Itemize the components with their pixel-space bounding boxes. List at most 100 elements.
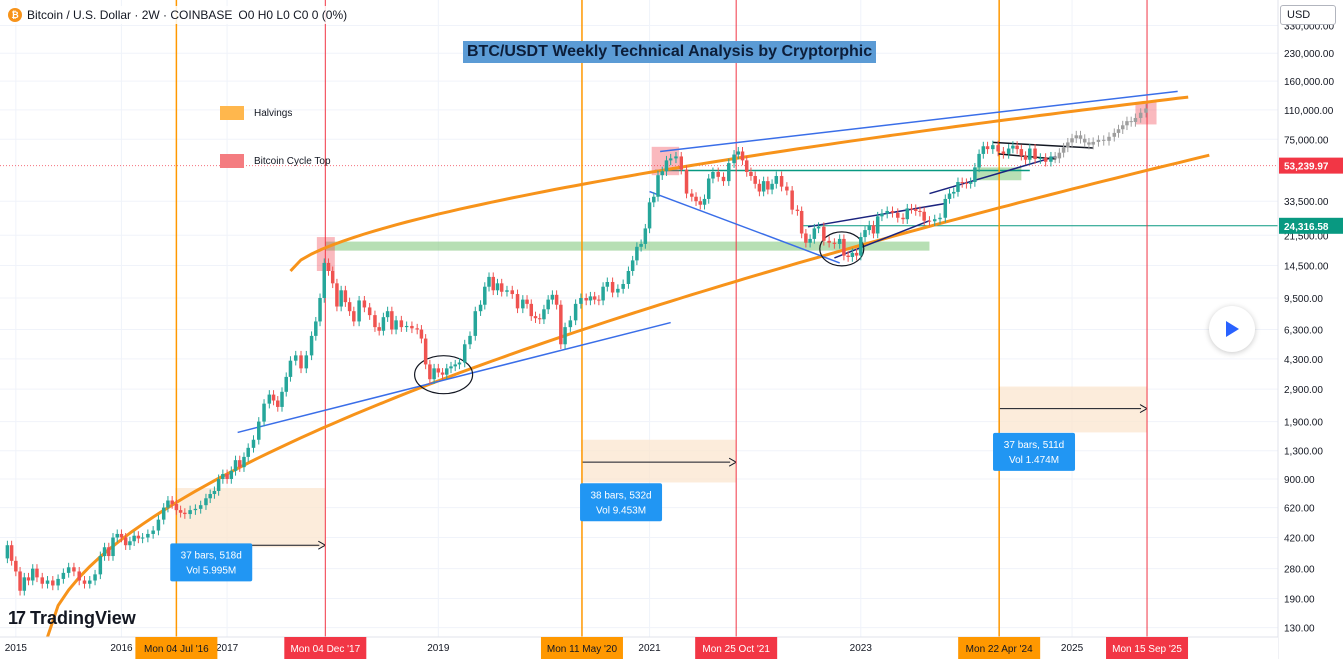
range-measure-box: [999, 386, 1148, 433]
candle: [909, 208, 914, 210]
symbol-title[interactable]: Bitcoin / U.S. Dollar · 2W · COINBASE: [27, 8, 233, 22]
candle: [656, 175, 660, 197]
candle: [601, 286, 605, 301]
candle: [5, 545, 10, 559]
play-button[interactable]: [1209, 306, 1255, 352]
candle: [102, 547, 107, 557]
candle: [956, 182, 960, 192]
candle: [885, 210, 889, 214]
candle: [592, 296, 597, 300]
candle: [499, 283, 504, 292]
price-label-text: 53,239.97: [1284, 162, 1329, 173]
projection-candle: [1133, 117, 1138, 122]
candle: [943, 198, 948, 218]
candle: [18, 571, 22, 591]
projection-candle: [1101, 139, 1106, 141]
symbol-header[interactable]: ₿ Bitcoin / U.S. Dollar · 2W · COINBASE …: [8, 6, 348, 24]
candle: [757, 183, 762, 192]
candle: [1006, 148, 1011, 154]
price-tick-label: 110,000.00: [1284, 106, 1334, 117]
currency-selector[interactable]: USD: [1280, 5, 1336, 25]
price-tick-label: 75,000.00: [1284, 135, 1329, 146]
candle: [808, 238, 812, 243]
price-tick-label: 620.00: [1284, 504, 1315, 515]
price-axis-background: [1278, 0, 1344, 659]
date-badge-label: Mon 25 Oct '21: [702, 644, 770, 655]
candle: [136, 535, 141, 539]
tradingview-logo[interactable]: 17 TradingView: [8, 608, 136, 629]
candle: [694, 196, 698, 202]
date-badge: [695, 637, 778, 659]
price-tick-label: 1,900.00: [1284, 418, 1323, 429]
candle: [674, 156, 678, 159]
support-zone-2017-top: [325, 241, 930, 251]
upper-channel-trendline: [660, 90, 1178, 153]
candle: [151, 530, 155, 534]
projection-candle: [1070, 138, 1074, 143]
candle: [288, 360, 293, 377]
candle: [647, 202, 652, 229]
tradingview-wordmark: TradingView: [30, 608, 136, 628]
price-tick-label: 420.00: [1284, 534, 1315, 545]
projection-candle: [1144, 108, 1148, 113]
candle: [605, 281, 610, 287]
candle: [449, 366, 453, 369]
candle: [588, 296, 593, 301]
date-badge: [540, 637, 623, 659]
projection-candle: [1116, 129, 1121, 133]
candle: [822, 226, 826, 241]
candle: [330, 270, 335, 284]
date-badge-label: Mon 04 Dec '17: [290, 644, 360, 655]
candle: [812, 228, 817, 239]
price-tick-label: 14,500.00: [1284, 262, 1329, 273]
candle: [727, 163, 731, 182]
play-icon: [1226, 321, 1239, 337]
candle: [643, 228, 648, 244]
projection-candle: [1138, 112, 1143, 118]
candle: [271, 394, 276, 401]
legend-cycle-top-label: Bitcoin Cycle Top: [254, 155, 331, 167]
candle: [357, 300, 361, 322]
candle: [483, 286, 487, 305]
candle: [352, 311, 356, 322]
candle: [14, 560, 18, 572]
accumulation-circle-2019: [414, 355, 474, 395]
candle: [208, 494, 212, 499]
candle: [896, 212, 900, 218]
candle: [515, 294, 520, 309]
candle: [529, 303, 534, 317]
candle: [832, 242, 837, 244]
range-measure-box: [581, 439, 737, 483]
projection-candle: [1087, 142, 1091, 145]
candle: [478, 304, 483, 312]
candle: [854, 252, 859, 256]
candle: [343, 290, 348, 303]
candle: [30, 568, 35, 581]
date-badge-label: Mon 04 Jul '16: [144, 644, 209, 655]
candle: [630, 260, 635, 271]
cycle-top-swatch: [220, 154, 244, 168]
candle: [242, 456, 246, 468]
candle: [299, 355, 303, 369]
wedge-top-line: [992, 141, 1094, 149]
candle: [749, 171, 753, 177]
candle: [276, 400, 280, 407]
time-tick-label: 2025: [1061, 643, 1084, 654]
price-tick-label: 4,300.00: [1284, 355, 1323, 366]
tradingview-mark-icon: 17: [8, 608, 26, 628]
time-tick-label: 2019: [427, 643, 450, 654]
chart-title: BTC/USDT Weekly Technical Analysis by Cr…: [463, 41, 877, 63]
rising-channel-upper: [807, 202, 946, 228]
candle: [905, 208, 910, 220]
halving-swatch: [220, 106, 244, 120]
candle: [740, 151, 745, 161]
candle: [652, 196, 656, 203]
candle: [960, 182, 964, 184]
candle: [216, 478, 221, 491]
candle: [1011, 145, 1015, 149]
candle: [559, 304, 563, 345]
candle: [98, 556, 103, 575]
candle: [901, 217, 905, 220]
